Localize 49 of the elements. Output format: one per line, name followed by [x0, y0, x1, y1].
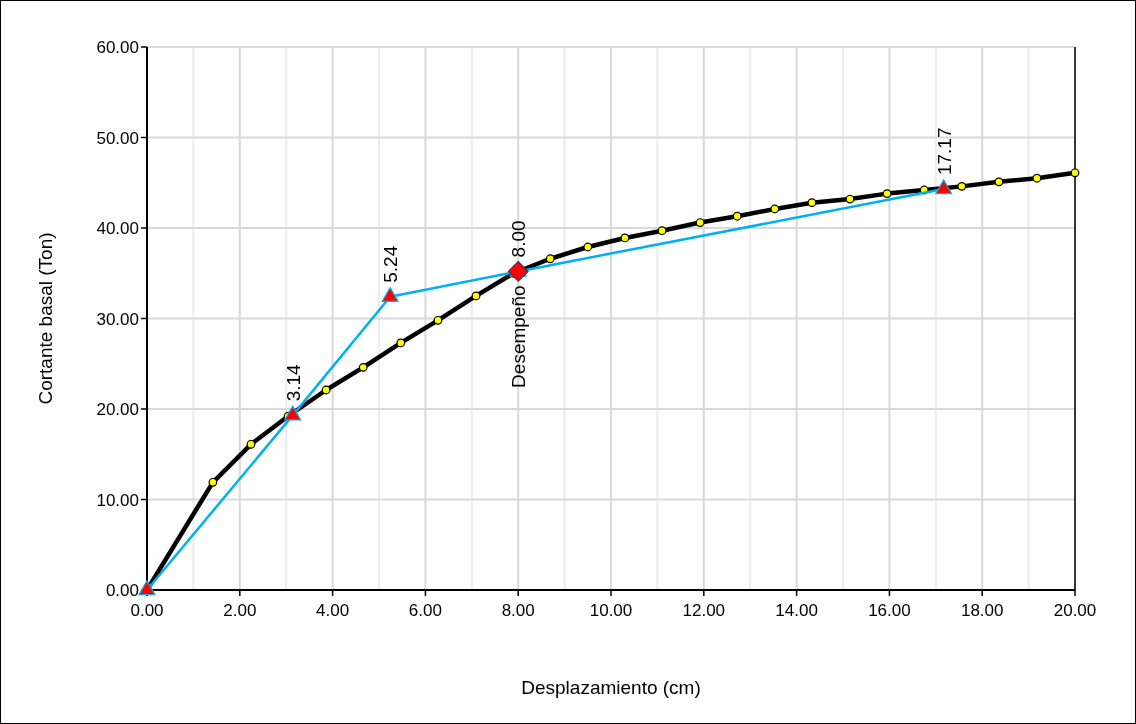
x-tick-label: 2.00	[223, 601, 257, 620]
x-tick-label: 6.00	[408, 601, 442, 620]
point	[358, 362, 368, 372]
point	[732, 211, 742, 221]
point	[620, 233, 630, 243]
point	[695, 218, 705, 227]
point	[770, 204, 780, 214]
annotation: 3.14	[282, 363, 304, 402]
x-tick-label: 4.00	[316, 601, 350, 620]
y-tick-label: 60.00	[96, 38, 139, 57]
point	[321, 385, 331, 395]
point	[507, 261, 529, 282]
annotation: 17.17	[933, 127, 955, 176]
x-tick-label: 16.00	[868, 601, 911, 620]
x-axis-title: Desplazamiento (cm)	[521, 677, 701, 698]
point	[807, 198, 817, 208]
x-tick-label: 10.00	[589, 601, 633, 620]
point	[545, 254, 555, 264]
point	[284, 405, 302, 421]
y-tick-label: 50.00	[96, 128, 139, 148]
x-tick-label: 0.00	[130, 601, 164, 620]
point	[845, 194, 855, 204]
annotation: 8.00	[508, 220, 530, 258]
annotation: Desempeño	[508, 285, 530, 388]
y-tick-label: 20.00	[96, 400, 139, 419]
x-tick-label: 12.00	[682, 601, 726, 620]
point	[583, 242, 593, 252]
x-tick-label: 18.00	[960, 601, 1004, 620]
point	[994, 177, 1004, 187]
y-tick-label: 40.00	[96, 219, 139, 238]
y-axis-title: Cortante basal (Ton)	[35, 232, 56, 405]
point	[957, 181, 967, 191]
annotation: 5.24	[380, 245, 402, 283]
point	[246, 439, 256, 449]
x-tick-label: 14.00	[775, 601, 818, 620]
point	[471, 291, 481, 301]
y-tick-label: 30.00	[96, 309, 139, 329]
point	[1070, 168, 1080, 178]
point	[433, 315, 443, 325]
y-tick-label: 0.00	[105, 581, 139, 600]
point	[882, 189, 892, 199]
x-tick-label: 8.00	[501, 601, 535, 620]
y-tick-label: 10.00	[96, 490, 139, 510]
point	[657, 226, 667, 236]
point	[138, 580, 156, 596]
point	[396, 338, 406, 348]
x-tick-label: 20.00	[1053, 601, 1097, 620]
point	[208, 477, 218, 487]
point	[1032, 173, 1042, 183]
